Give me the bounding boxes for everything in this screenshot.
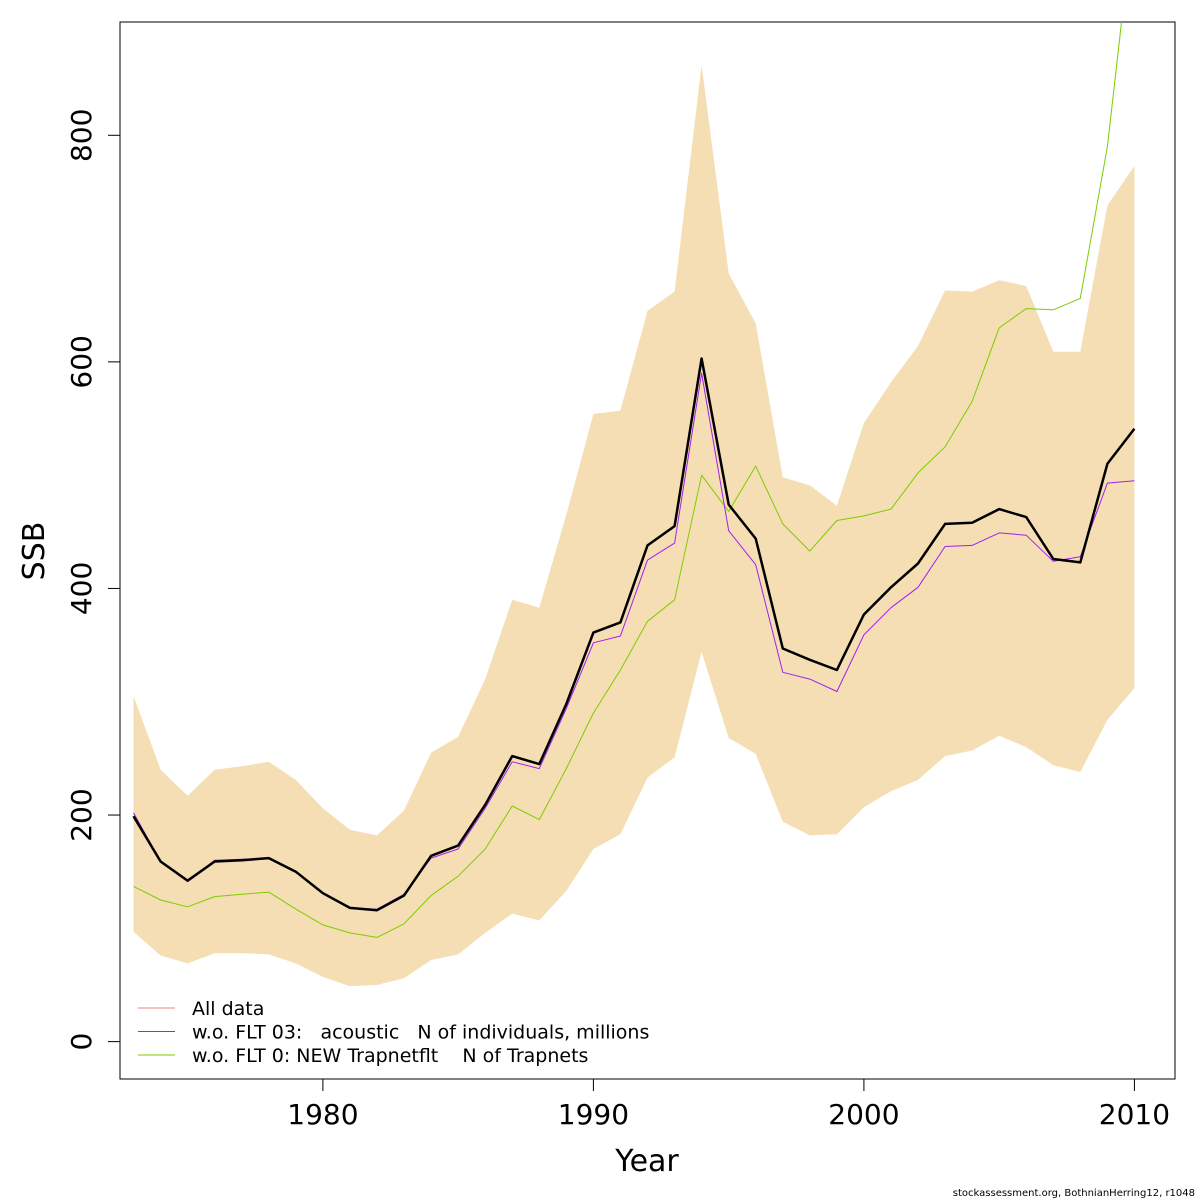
legend-label-0: All data — [192, 998, 264, 1020]
x-tick-label-0: 1980 — [287, 1098, 358, 1131]
x-tick-label-3: 2010 — [1099, 1098, 1170, 1131]
legend-label-1: w.o. FLT 03: acoustic N of individuals, … — [192, 1022, 649, 1044]
x-axis-title: Year — [614, 1144, 679, 1179]
x-tick-label-1: 1990 — [558, 1098, 629, 1131]
y-tick-label-4: 800 — [65, 109, 98, 162]
series-line-0 — [132, 357, 1136, 912]
confidence-band — [133, 65, 1135, 987]
y-axis: 0 200 400 600 800 — [65, 109, 121, 1051]
y-tick-label-0: 0 — [65, 1033, 98, 1051]
legend-label-2: w.o. FLT 0: NEW Trapnetflt N of Trapnets — [192, 1045, 588, 1067]
y-tick-label-1: 200 — [65, 788, 98, 841]
y-axis-title: SSB — [17, 522, 52, 581]
x-tick-label-2: 2000 — [828, 1098, 899, 1131]
footer-credit: stockassessment.org, BothnianHerring12, … — [953, 1188, 1195, 1199]
confidence-band-layer — [133, 65, 1135, 987]
series-layer — [132, 22, 1136, 938]
series-line-2 — [133, 22, 1123, 938]
y-tick-label-3: 600 — [65, 335, 98, 388]
x-axis: 1980 1990 2000 2010 — [287, 1078, 1170, 1131]
y-tick-label-2: 400 — [65, 562, 98, 615]
